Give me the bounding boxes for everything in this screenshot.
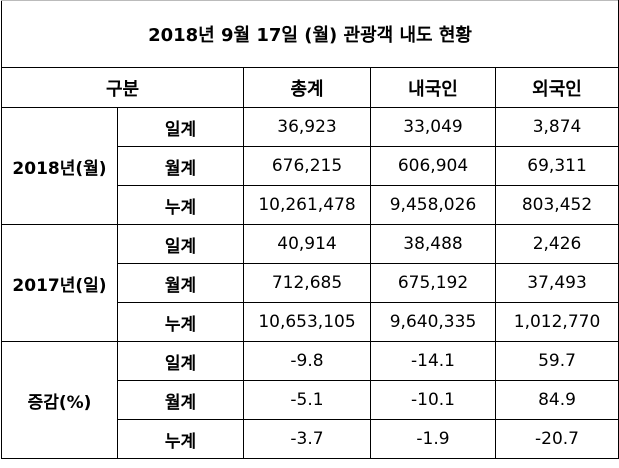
table-title: 2018년 9월 17일 (월) 관광객 내도 현황 [0, 0, 619, 68]
header-category: 구분 [1, 67, 244, 108]
row-label: 월계 [117, 380, 244, 420]
cell-foreign: 84.9 [494, 380, 619, 420]
cell-foreign: 2,426 [494, 224, 619, 264]
cell-total: 36,923 [243, 107, 371, 147]
cell-total: 40,914 [243, 224, 371, 264]
cell-foreign: 3,874 [494, 107, 619, 147]
table-row: 증감(%) 일계 -9.8 -14.1 59.7 [1, 341, 619, 459]
table-row: 2018년(월) 일계 36,923 33,049 3,874 [1, 107, 619, 225]
cell-foreign: 803,452 [494, 185, 619, 225]
header-total: 총계 [243, 67, 371, 108]
table-row: 2017년(일) 일계 40,914 38,488 2,426 [1, 224, 619, 342]
cell-foreign: 1,012,770 [494, 302, 619, 342]
table-row: 월계 -5.1 -10.1 84.9 [2, 380, 619, 420]
cell-total: -9.8 [243, 341, 371, 381]
row-label: 일계 [117, 224, 244, 264]
cell-domestic: 9,458,026 [370, 185, 496, 225]
cell-foreign: 37,493 [494, 263, 619, 303]
cell-domestic: 33,049 [370, 107, 496, 147]
row-label: 누계 [117, 419, 244, 459]
table-row: 월계 676,215 606,904 69,311 [2, 146, 619, 186]
header-foreign: 외국인 [494, 67, 619, 108]
cell-total: 712,685 [243, 263, 371, 303]
row-label: 누계 [117, 302, 244, 342]
cell-total: -3.7 [243, 419, 371, 459]
cell-total: 10,653,105 [243, 302, 371, 342]
cell-foreign: -20.7 [494, 419, 619, 459]
group-label: 2017년(일) [1, 224, 118, 342]
cell-domestic: 9,640,335 [370, 302, 496, 342]
cell-foreign: 59.7 [494, 341, 619, 381]
table-row: 누계 10,261,478 9,458,026 803,452 [2, 185, 619, 225]
table-row: 월계 712,685 675,192 37,493 [2, 263, 619, 303]
row-label: 월계 [117, 146, 244, 186]
cell-domestic: -14.1 [370, 341, 496, 381]
header-domestic: 내국인 [370, 67, 496, 108]
row-label: 누계 [117, 185, 244, 225]
table-row: 누계 10,653,105 9,640,335 1,012,770 [2, 302, 619, 342]
cell-total: 10,261,478 [243, 185, 371, 225]
cell-total: 676,215 [243, 146, 371, 186]
cell-foreign: 69,311 [494, 146, 619, 186]
row-label: 일계 [117, 107, 244, 147]
group-label: 증감(%) [1, 341, 118, 459]
cell-total: -5.1 [243, 380, 371, 420]
cell-domestic: -1.9 [370, 419, 496, 459]
group-label: 2018년(월) [1, 107, 118, 225]
cell-domestic: -10.1 [370, 380, 496, 420]
table-row: 누계 -3.7 -1.9 -20.7 [2, 419, 619, 459]
cell-domestic: 606,904 [370, 146, 496, 186]
cell-domestic: 675,192 [370, 263, 496, 303]
row-label: 월계 [117, 263, 244, 303]
cell-domestic: 38,488 [370, 224, 496, 264]
row-label: 일계 [117, 341, 244, 381]
